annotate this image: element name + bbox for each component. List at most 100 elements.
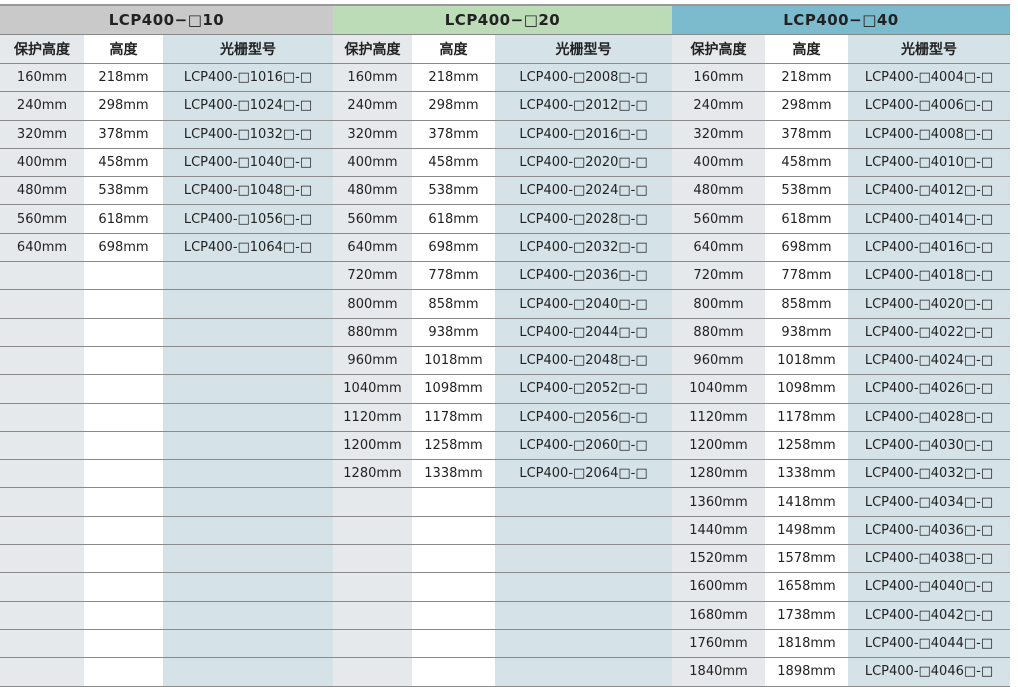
cell-protection-height (0, 487, 84, 517)
cell-model-number: LCP400-□2036□-□ (495, 261, 672, 291)
cell-protection-height: 240mm (333, 91, 412, 121)
cell-protection-height (333, 544, 412, 574)
cell-model-number: LCP400-□4014□-□ (848, 204, 1010, 234)
cell-height: 618mm (84, 204, 163, 234)
cell-protection-height: 640mm (0, 233, 84, 263)
cell-protection-height: 560mm (333, 204, 412, 234)
cell-protection-height: 560mm (672, 204, 765, 234)
cell-height (84, 318, 163, 347)
cell-height (84, 544, 163, 574)
table-row: 560mm 618mm LCP400-□1056□-□ 560mm 618mm LCP40… (0, 204, 1010, 234)
table-row: 1040mm 1098mm LCP400-□2052□-□ 1040mm 1098mm L… (0, 374, 1010, 404)
cell-model-number: LCP400-□2052□-□ (495, 374, 672, 404)
cell-height: 298mm (765, 91, 848, 121)
column-header-protection-height: 保护高度 (333, 34, 412, 64)
cell-protection-height: 480mm (672, 176, 765, 206)
table-row: 1840mm 1898mm LCP400-□4046□-□ (0, 657, 1010, 687)
table-row: 1440mm 1498mm LCP400-□4036□-□ (0, 516, 1010, 546)
cell-protection-height: 240mm (0, 91, 84, 121)
table-row: 960mm 1018mm LCP400-□2048□-□ 960mm 1018mm LCP… (0, 346, 1010, 376)
column-header-model-number: 光栅型号 (848, 34, 1010, 64)
cell-model-number: LCP400-□4040□-□ (848, 572, 1010, 602)
cell-protection-height: 1680mm (672, 601, 765, 630)
cell-protection-height: 880mm (333, 318, 412, 347)
cell-model-number: LCP400-□2048□-□ (495, 346, 672, 376)
cell-protection-height: 1120mm (672, 403, 765, 432)
cell-model-number: LCP400-□2012□-□ (495, 91, 672, 121)
cell-protection-height: 400mm (672, 148, 765, 178)
cell-height: 538mm (765, 176, 848, 206)
cell-protection-height: 320mm (672, 120, 765, 149)
cell-height (84, 346, 163, 376)
cell-protection-height: 720mm (672, 261, 765, 291)
cell-height: 1658mm (765, 572, 848, 602)
cell-height (84, 261, 163, 291)
cell-model-number (163, 318, 333, 347)
cell-protection-height: 720mm (333, 261, 412, 291)
cell-height: 1898mm (765, 657, 848, 687)
cell-protection-height: 1040mm (672, 374, 765, 404)
cell-protection-height: 240mm (672, 91, 765, 121)
cell-height: 1578mm (765, 544, 848, 574)
cell-height (84, 629, 163, 659)
column-header-protection-height: 保护高度 (672, 34, 765, 64)
cell-height: 378mm (84, 120, 163, 149)
cell-model-number: LCP400-□2024□-□ (495, 176, 672, 206)
cell-model-number (163, 657, 333, 687)
group-title: LCP400−□20 (333, 4, 672, 35)
cell-height: 1018mm (412, 346, 495, 376)
cell-height: 538mm (412, 176, 495, 206)
cell-height (84, 657, 163, 687)
cell-height (412, 544, 495, 574)
cell-height: 938mm (765, 318, 848, 347)
cell-model-number (163, 403, 333, 432)
cell-protection-height: 960mm (333, 346, 412, 376)
cell-model-number: LCP400-□4018□-□ (848, 261, 1010, 291)
cell-model-number: LCP400-□4044□-□ (848, 629, 1010, 659)
cell-protection-height: 640mm (333, 233, 412, 263)
cell-height: 1098mm (412, 374, 495, 404)
cell-model-number: LCP400-□4038□-□ (848, 544, 1010, 574)
cell-height: 378mm (412, 120, 495, 149)
cell-model-number: LCP400-□2040□-□ (495, 289, 672, 319)
cell-protection-height (333, 572, 412, 602)
cell-model-number: LCP400-□4008□-□ (848, 120, 1010, 149)
cell-model-number (163, 346, 333, 376)
cell-model-number (163, 601, 333, 630)
cell-model-number (163, 374, 333, 404)
cell-height (84, 459, 163, 489)
cell-protection-height (0, 431, 84, 461)
cell-model-number (495, 572, 672, 602)
cell-height (412, 487, 495, 517)
cell-height: 298mm (84, 91, 163, 121)
cell-protection-height: 560mm (0, 204, 84, 234)
cell-model-number (163, 572, 333, 602)
cell-height: 1498mm (765, 516, 848, 546)
cell-protection-height: 1360mm (672, 487, 765, 517)
cell-protection-height: 1040mm (333, 374, 412, 404)
cell-protection-height: 800mm (672, 289, 765, 319)
cell-height: 1818mm (765, 629, 848, 659)
cell-protection-height (333, 487, 412, 517)
cell-height: 1178mm (412, 403, 495, 432)
cell-height: 778mm (412, 261, 495, 291)
cell-height (84, 374, 163, 404)
cell-height (84, 516, 163, 546)
cell-protection-height (0, 261, 84, 291)
cell-model-number: LCP400-□2028□-□ (495, 204, 672, 234)
cell-model-number: LCP400-□4042□-□ (848, 601, 1010, 630)
cell-height (412, 601, 495, 630)
cell-model-number (495, 601, 672, 630)
cell-protection-height (0, 516, 84, 546)
cell-protection-height: 960mm (672, 346, 765, 376)
cell-model-number: LCP400-□2060□-□ (495, 431, 672, 461)
cell-model-number: LCP400-□4030□-□ (848, 431, 1010, 461)
column-header-model-number: 光栅型号 (495, 34, 672, 64)
cell-model-number (163, 629, 333, 659)
cell-height (84, 572, 163, 602)
cell-height: 858mm (765, 289, 848, 319)
table-row: 1680mm 1738mm LCP400-□4042□-□ (0, 601, 1010, 630)
cell-model-number (495, 629, 672, 659)
cell-protection-height: 1280mm (333, 459, 412, 489)
cell-model-number: LCP400-□4006□-□ (848, 91, 1010, 121)
